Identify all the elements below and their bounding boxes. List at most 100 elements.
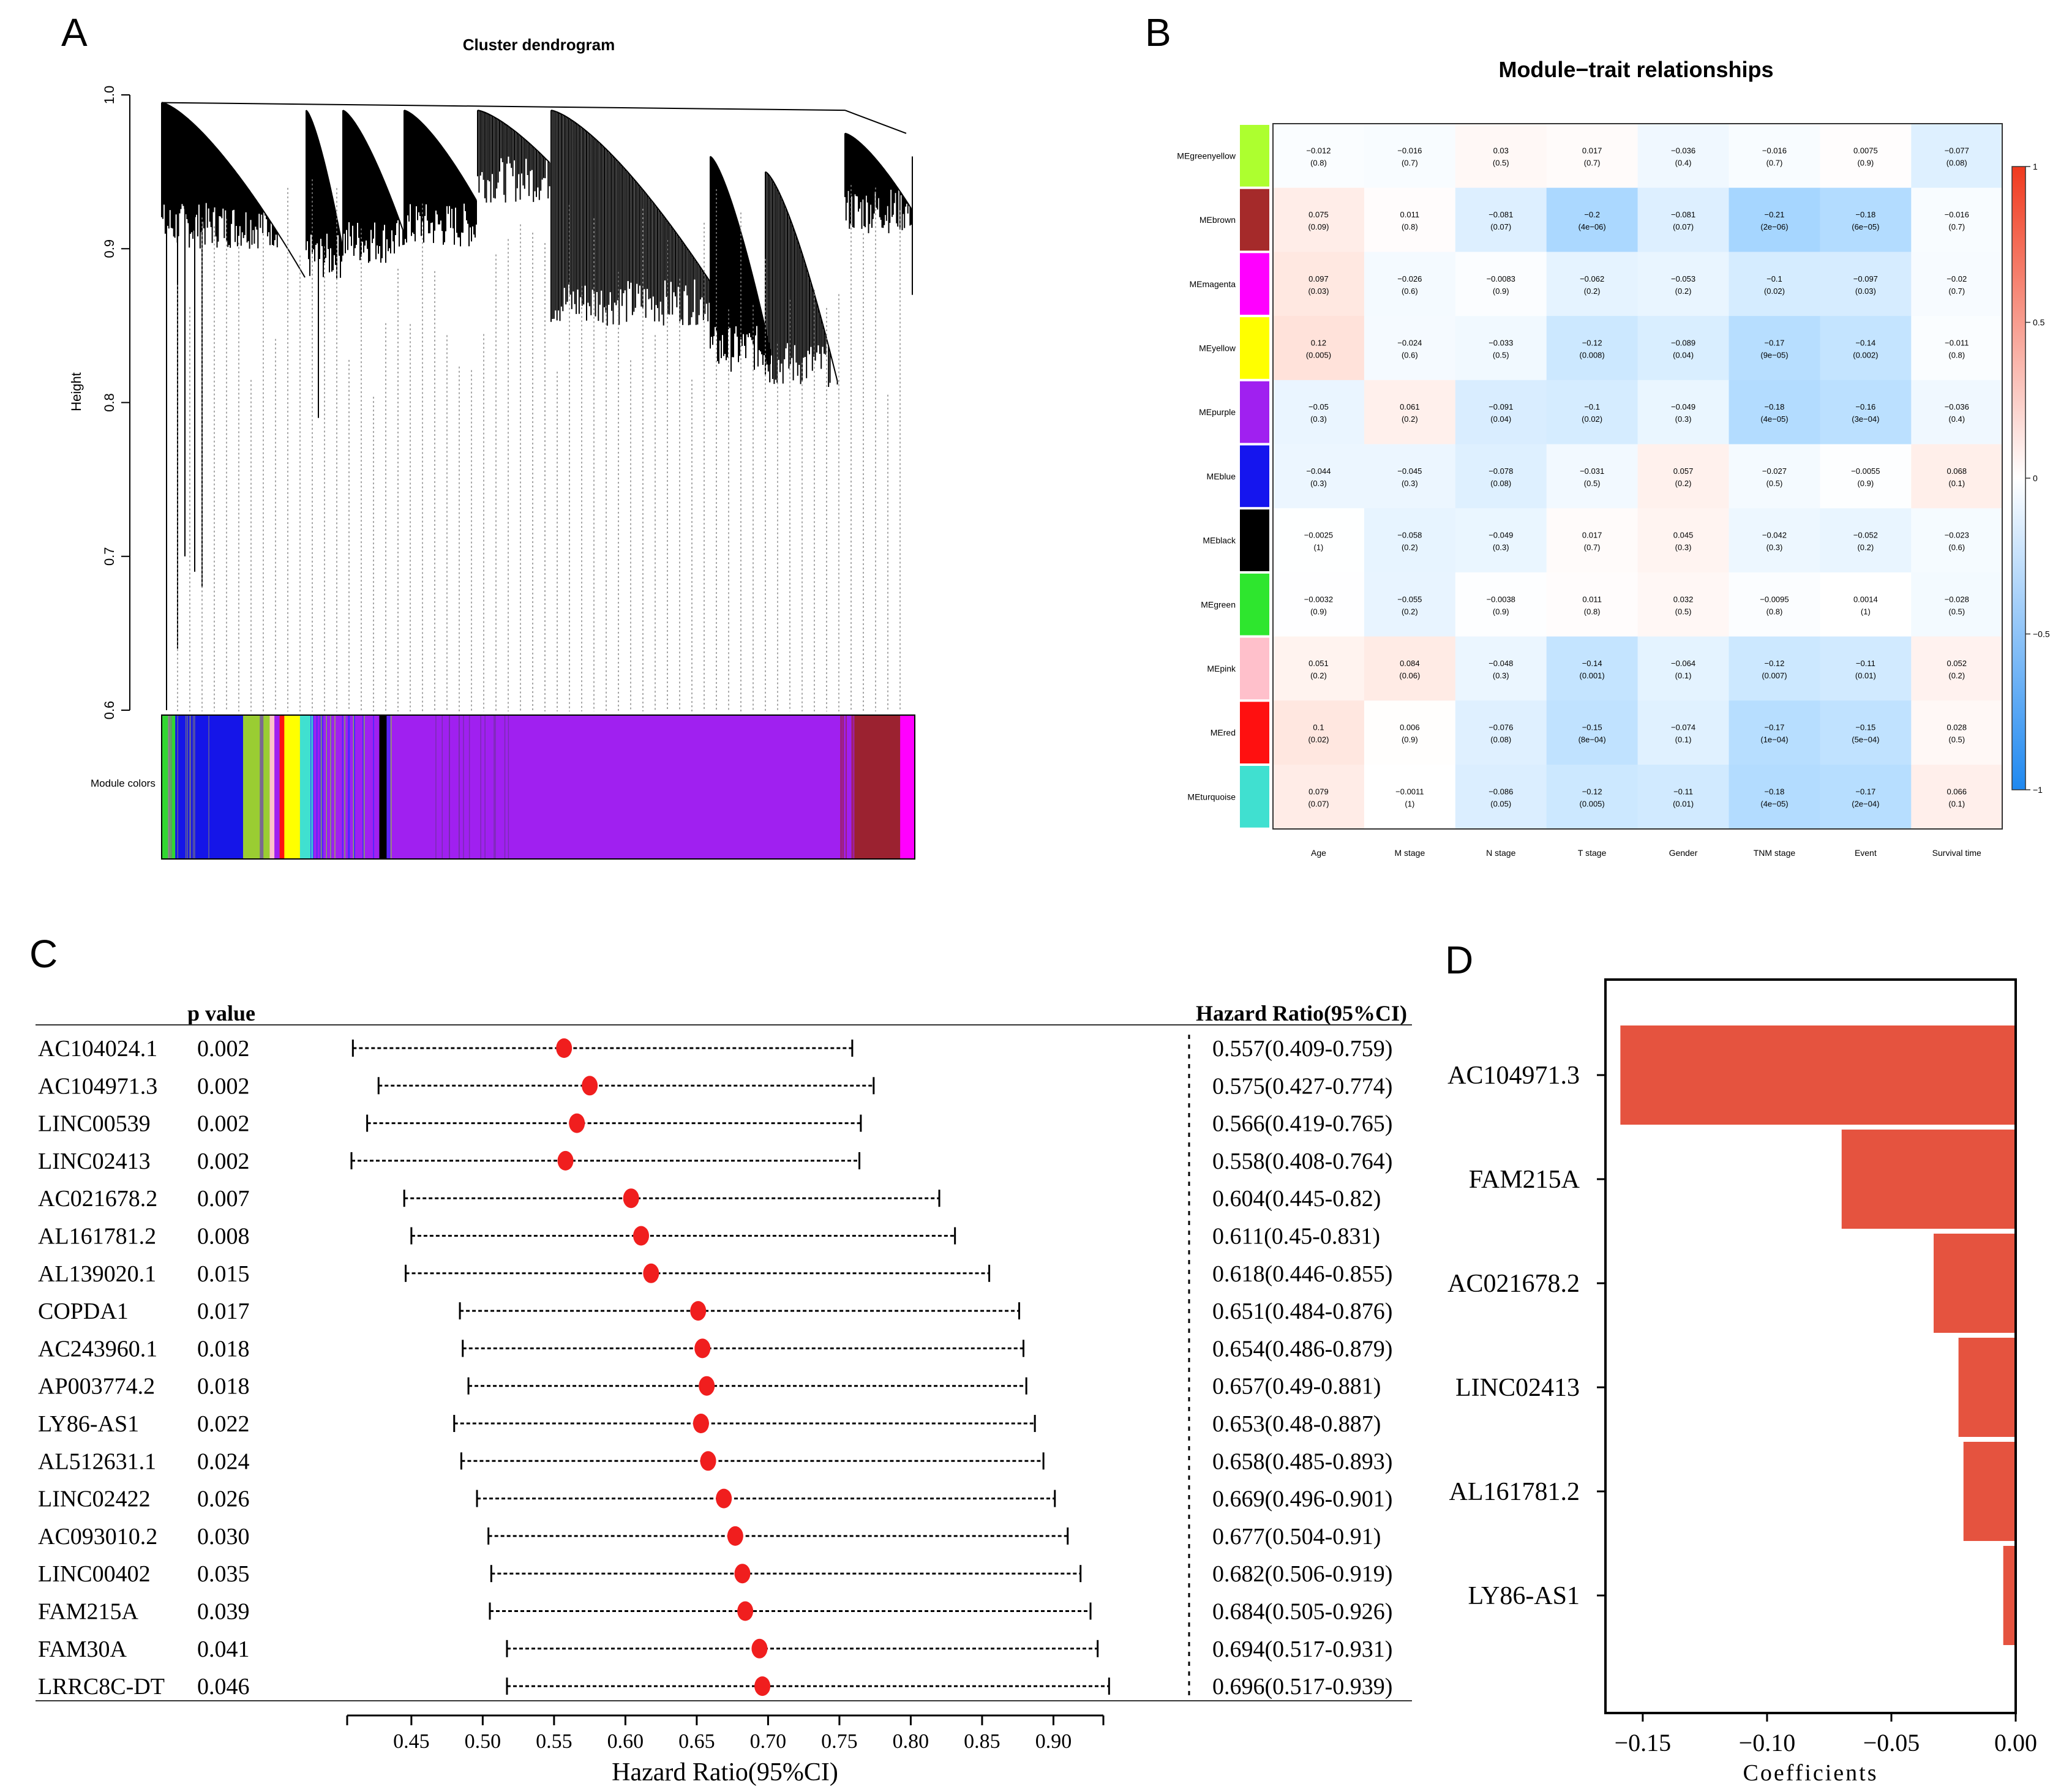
heatmap-cell (1820, 316, 1912, 381)
forest-hr-label: 0.654(0.486-0.879) (1212, 1336, 1392, 1362)
panel-a-letter: A (61, 10, 88, 54)
heatmap-cell-pvalue: (0.8) (1766, 607, 1783, 616)
module-color-streak (495, 715, 496, 859)
heatmap-cell (1820, 765, 1912, 830)
heatmap-colorbar: 1 0.5 0 −0.5 −1 (2011, 162, 2050, 795)
forest-gene-label: AC104971.3 (38, 1073, 157, 1099)
heatmap-cell-pvalue: (1) (1314, 543, 1324, 552)
coefficient-bar (1958, 1338, 2016, 1437)
heatmap-cell-value: 0.079 (1308, 787, 1329, 796)
panel-d-letter: D (1445, 938, 1473, 982)
heatmap-cell-value: −0.18 (1764, 787, 1784, 796)
forest-point (699, 1376, 715, 1396)
coefficient-x-tick-label: 0.00 (1994, 1729, 2037, 1756)
heatmap-cell-value: −0.11 (1856, 659, 1875, 668)
heatmap-row-color (1240, 317, 1269, 379)
coefficient-x-tick-label: −0.15 (1615, 1729, 1672, 1756)
heatmap-cell-pvalue: (0.2) (1402, 543, 1418, 552)
heatmap-cell-value: −0.031 (1580, 467, 1604, 476)
module-color-streak (344, 715, 345, 859)
heatmap-cell-value: −0.17 (1855, 787, 1875, 796)
heatmap-cell-value: 0.084 (1400, 659, 1420, 668)
heatmap-cell-value: −0.0055 (1851, 467, 1880, 476)
heatmap-cell-value: −0.016 (1945, 210, 1969, 219)
module-color-streak (390, 715, 392, 859)
heatmap-cell-value: 0.011 (1582, 594, 1602, 604)
heatmap-cell (1364, 316, 1456, 381)
heatmap-cell (1364, 636, 1456, 701)
forest-pvalue: 0.035 (197, 1561, 250, 1587)
heatmap-cell-pvalue: (4e−06) (1579, 222, 1606, 231)
heatmap-cell-pvalue: (0.005) (1306, 350, 1331, 359)
module-color-streak (310, 715, 312, 859)
coefficient-bars: AC104971.3 FAM215A AC021678.2 LINC02413 AL16… (1447, 1025, 2016, 1645)
heatmap-cell (1364, 187, 1456, 252)
heatmap-cell-value: −0.036 (1945, 402, 1969, 411)
heatmap-cell-pvalue: (0.6) (1402, 287, 1418, 296)
heatmap-cell (1729, 636, 1820, 701)
forest-hr-label: 0.696(0.517-0.939) (1212, 1674, 1392, 1700)
module-color-band (313, 715, 380, 859)
heatmap-cell (1729, 187, 1820, 252)
heatmap-cell-pvalue: (0.7) (1584, 158, 1601, 167)
forest-gene-label: FAM30A (38, 1636, 127, 1662)
heatmap-cell-pvalue: (0.08) (1490, 735, 1511, 744)
panel-b-letter: B (1145, 10, 1171, 54)
heatmap-cell-pvalue: (0.1) (1948, 799, 1965, 808)
module-color-streak (508, 715, 509, 859)
forest-gene-label: LY86-AS1 (38, 1411, 139, 1437)
forest-pvalue: 0.026 (197, 1486, 250, 1512)
module-color-band (379, 715, 387, 859)
heatmap-cell (1637, 252, 1729, 317)
heatmap-cell (1911, 187, 2003, 252)
module-color-streak (189, 715, 190, 859)
heatmap-cell-value: −0.016 (1397, 146, 1422, 155)
heatmap-cell (1637, 765, 1729, 830)
heatmap-cell-pvalue: (0.02) (1764, 287, 1785, 296)
forest-gene-label: AC104024.1 (38, 1036, 157, 1062)
module-color-streak (169, 715, 170, 859)
heatmap-cell (1364, 765, 1456, 830)
heatmap-cell-pvalue: (0.01) (1855, 671, 1876, 680)
forest-pvalue: 0.024 (197, 1449, 250, 1474)
heatmap-cell (1820, 187, 1912, 252)
forest-x-tick-label: 0.75 (821, 1730, 858, 1753)
heatmap-cell (1455, 380, 1547, 444)
forest-pvalue: 0.002 (197, 1073, 250, 1099)
heatmap-cell (1455, 187, 1547, 252)
module-color-band (269, 715, 275, 859)
heatmap-cell-value: −0.2 (1584, 210, 1600, 219)
heatmap-cell (1637, 187, 1729, 252)
forest-gene-label: LINC00402 (38, 1561, 151, 1587)
module-color-streak (484, 715, 486, 859)
colorbar-tick-label: −1 (2033, 785, 2043, 795)
forest-x-tick-label: 0.50 (465, 1730, 501, 1753)
heatmap-cell-pvalue: (0.2) (1402, 414, 1418, 424)
forest-gene-label: LINC00539 (38, 1111, 151, 1137)
heatmap-cell-value: −0.048 (1488, 659, 1513, 668)
module-color-streak (386, 715, 388, 859)
heatmap-cell-pvalue: (0.2) (1948, 671, 1965, 680)
coefficient-x-ticks: −0.15 −0.10 −0.05 0.00 (1615, 1713, 2037, 1756)
module-color-streak (348, 715, 350, 859)
module-color-streak (348, 715, 349, 859)
heatmap-cell-value: 0.061 (1400, 402, 1420, 411)
forest-hr-label: 0.611(0.45-0.831) (1212, 1224, 1380, 1250)
heatmap-column-label: Gender (1669, 848, 1698, 858)
dendrogram-y-tick-label: 0.8 (102, 393, 117, 412)
heatmap-cell-pvalue: (0.3) (1766, 543, 1783, 552)
heatmap-cell (1364, 380, 1456, 444)
heatmap-cell (1546, 124, 1639, 189)
colorbar-tick-label: −0.5 (2033, 629, 2050, 639)
heatmap-cell-value: −0.0025 (1304, 531, 1333, 540)
coefficient-category-label: AL161781.2 (1449, 1478, 1580, 1506)
heatmap-cell-pvalue: (0.8) (1584, 607, 1601, 616)
heatmap-cell (1546, 187, 1639, 252)
module-color-streak (840, 715, 841, 859)
forest-x-tick-label: 0.55 (536, 1730, 572, 1753)
forest-hr-label: 0.669(0.496-0.901) (1212, 1486, 1392, 1512)
heatmap-cell (1455, 316, 1547, 381)
module-color-band (170, 715, 176, 859)
coefficient-category-label: AC021678.2 (1447, 1270, 1580, 1298)
